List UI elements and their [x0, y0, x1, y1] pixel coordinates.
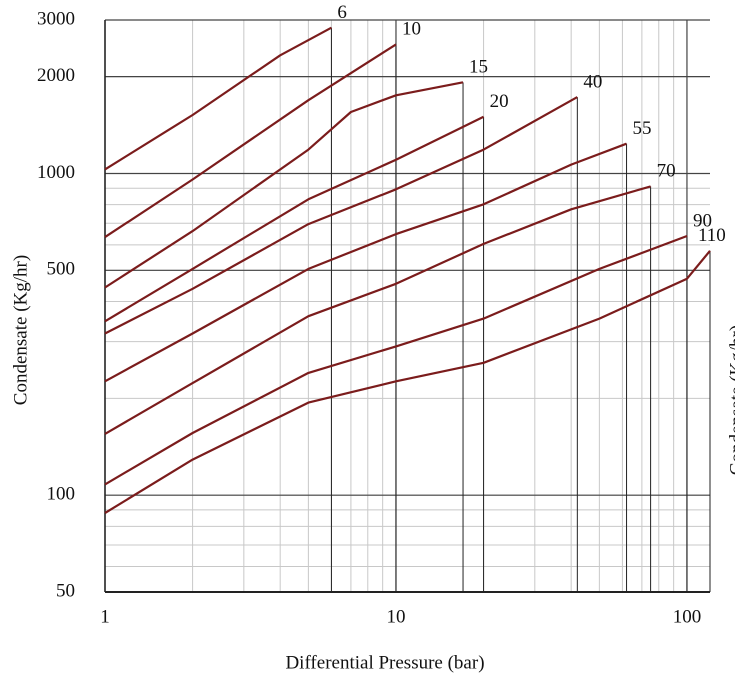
series-label: 40	[583, 71, 602, 92]
curve	[104, 81, 464, 289]
right-axis-label: Condensate (Kg/hr)	[726, 325, 735, 475]
series-label: 55	[633, 118, 652, 139]
curve	[104, 185, 651, 435]
series-label: 10	[402, 19, 421, 40]
y-tick-label: 1000	[37, 162, 75, 183]
curve	[104, 142, 627, 383]
curve	[104, 234, 688, 486]
curve	[104, 250, 711, 514]
y-tick-label: 100	[47, 484, 76, 505]
x-tick-label: 1	[100, 606, 110, 627]
series-label: 6	[337, 2, 347, 23]
series-label: 70	[657, 161, 676, 182]
x-axis-label: Differential Pressure (bar)	[285, 652, 484, 673]
curve	[104, 26, 332, 171]
curve	[104, 96, 578, 335]
series-label: 110	[698, 225, 726, 246]
series-label: 90	[693, 210, 712, 231]
y-axis-label: Condensate (Kg/hr)	[10, 255, 31, 405]
curve	[104, 43, 397, 239]
y-tick-label: 50	[56, 580, 75, 601]
y-tick-label: 3000	[37, 8, 75, 29]
x-tick-label: 100	[673, 606, 702, 627]
series-label: 20	[490, 91, 509, 112]
curve	[104, 115, 485, 323]
y-tick-label: 500	[47, 259, 76, 280]
x-tick-label: 10	[386, 606, 405, 627]
series-label: 15	[469, 57, 488, 78]
y-tick-label: 2000	[37, 65, 75, 86]
